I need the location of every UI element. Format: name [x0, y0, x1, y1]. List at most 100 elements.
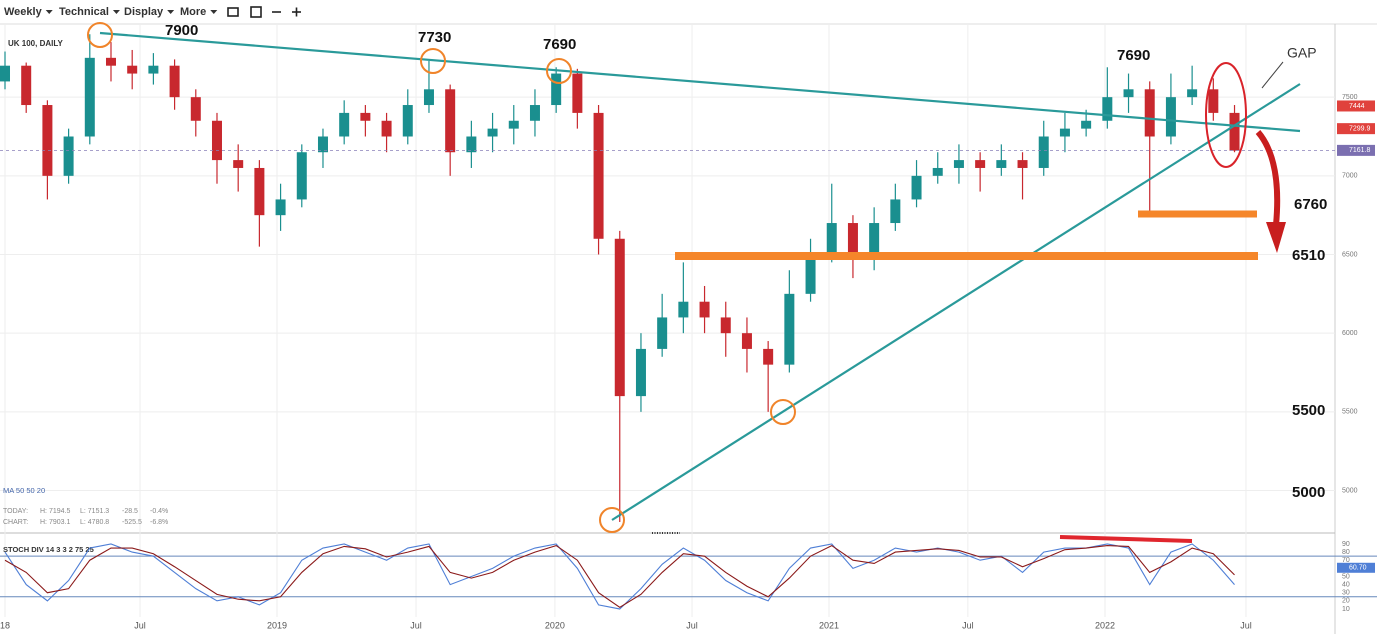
info-text: TODAY: — [3, 508, 28, 515]
candle-body — [741, 333, 752, 349]
down-arrow — [1255, 130, 1281, 226]
candle-body — [1059, 128, 1070, 137]
analysis-drawings: GAP 7900 7730 7690 7690 6760 6510 5500 5000 — [87, 22, 1327, 543]
y-tick-label: 10 — [1342, 606, 1350, 613]
x-tick-label: Jul — [962, 620, 974, 630]
info-text: -0.4% — [150, 508, 168, 515]
stoch-line — [4, 543, 1235, 610]
price-tag — [1337, 123, 1375, 135]
candle-body — [127, 65, 138, 74]
candle-body — [402, 105, 413, 137]
resistance-trendline — [99, 31, 1301, 133]
y-tick-label: 5500 — [1342, 409, 1358, 416]
level-annotation: 5500 — [1292, 402, 1325, 419]
x-tick-label: 2019 — [267, 620, 287, 630]
toolbar-menu[interactable]: Weekly — [4, 6, 43, 18]
candle-body — [84, 57, 95, 137]
price-tag — [1337, 562, 1375, 573]
candle-body — [805, 254, 816, 294]
candle-body — [296, 152, 307, 200]
candle-body — [1102, 97, 1113, 121]
dropdown-caret — [112, 10, 120, 14]
info-text: -28.5 — [122, 508, 138, 515]
open-icon[interactable] — [227, 7, 239, 17]
price-tag-label: 60.70 — [1349, 565, 1367, 572]
candle-body — [1081, 120, 1092, 129]
down-arrow-head — [1266, 222, 1286, 253]
y-tick-label: 70 — [1342, 557, 1350, 564]
toolbar-icons — [227, 6, 301, 18]
candle-body — [572, 73, 583, 113]
y-tick-label: 20 — [1342, 598, 1350, 605]
candle-body — [784, 293, 795, 365]
grid: 18 Jul 2019 Jul 2020 Jul 2021 Jul 2022 Jul 5000 550… — [0, 24, 1358, 630]
candle-body — [445, 89, 456, 153]
pivot-circle — [420, 48, 446, 74]
candle-body — [42, 105, 53, 176]
candle-body — [1208, 89, 1219, 113]
x-tick-label: 2021 — [819, 620, 839, 630]
y-tick-label: 80 — [1342, 549, 1350, 556]
save-icon[interactable] — [250, 6, 262, 18]
candle-body — [21, 65, 32, 106]
ma-label: MA 50 50 20 — [3, 486, 45, 495]
divergence-line — [1059, 535, 1193, 543]
candle-body — [932, 167, 943, 176]
y-tick-label: 7500 — [1342, 94, 1358, 101]
x-tick-label: 2022 — [1095, 620, 1115, 630]
candle-body — [423, 89, 434, 106]
candle-body — [678, 301, 689, 318]
candle-body — [657, 317, 668, 349]
y-tick-label: 5000 — [1342, 487, 1358, 494]
y-tick-label: 6500 — [1342, 251, 1358, 258]
y-tick-label: 7000 — [1342, 173, 1358, 180]
candle-body — [487, 128, 498, 137]
level-annotation: 7900 — [165, 22, 198, 39]
dropdown-caret — [167, 10, 175, 14]
x-tick-label: 2020 — [545, 620, 565, 630]
stoch-title: STOCH DIV 14 3 3 2 75 25 — [3, 545, 94, 554]
candle-body — [996, 160, 1007, 168]
info-text: H: 7194.5 — [40, 508, 70, 515]
info-text: L: 4780.8 — [80, 519, 109, 526]
level-annotation: 5000 — [1292, 484, 1325, 501]
candle-body — [1229, 112, 1240, 151]
info-text: -6.8% — [150, 519, 168, 526]
price-tag-label: 7444 — [1349, 103, 1365, 110]
toolbar-menu[interactable]: More — [180, 6, 206, 18]
candle-body — [466, 136, 477, 153]
candle-body — [975, 160, 986, 168]
info-text: -525.5 — [122, 519, 142, 526]
candle-body — [169, 65, 180, 98]
x-tick-label: Jul — [410, 620, 422, 630]
info-panel: TODAY: H: 7194.5 L: 7151.3 -28.5 -0.4% CHART:… — [3, 508, 168, 526]
level-annotation: 6760 — [1294, 196, 1327, 213]
level-annotation: 7690 — [543, 36, 576, 53]
toolbar-menu[interactable]: Technical — [59, 6, 109, 18]
candle-body — [339, 112, 350, 137]
candle-body — [1144, 89, 1155, 137]
x-tick-label: Jul — [686, 620, 698, 630]
candle-body — [551, 73, 562, 106]
candle-body — [63, 136, 74, 176]
pivot-circle — [87, 22, 113, 48]
candle-body — [763, 348, 774, 365]
y-tick-label: 40 — [1342, 581, 1350, 588]
candle-body — [190, 97, 201, 121]
candle-body — [1187, 89, 1198, 98]
chart-title: UK 100, DAILY — [8, 39, 64, 48]
gap-label: GAP — [1287, 45, 1317, 61]
toolbar-menu[interactable]: Display — [124, 6, 164, 18]
pivot-circle — [546, 58, 572, 84]
dropdown-caret — [45, 10, 53, 14]
candle-body — [890, 199, 901, 224]
candle-body — [317, 136, 328, 153]
price-tag-label: 7299.9 — [1349, 125, 1371, 132]
dropdown-caret — [210, 10, 218, 14]
candle-body — [699, 301, 710, 318]
candle-body — [953, 160, 964, 168]
pivot-circle — [770, 399, 796, 425]
candle-body — [635, 348, 646, 397]
candle-body — [1123, 89, 1134, 98]
